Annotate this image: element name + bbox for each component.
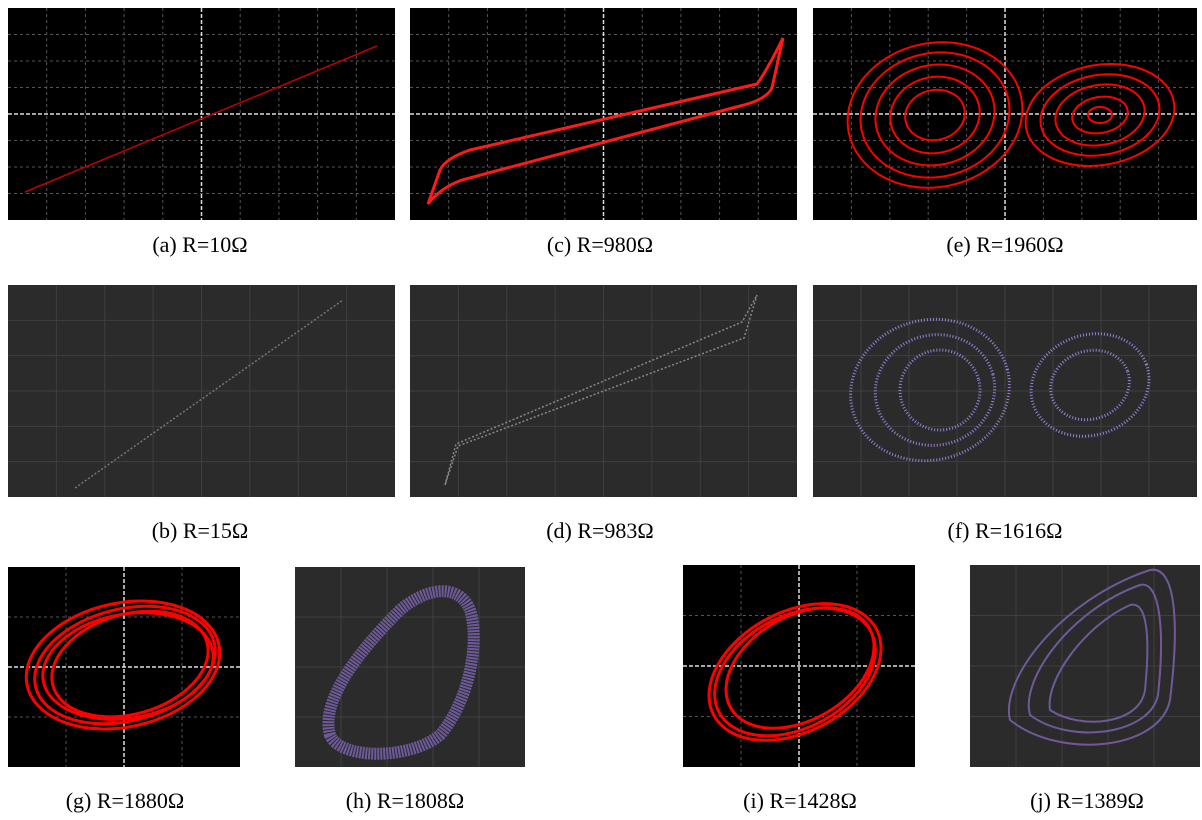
caption: (b) R=15Ω bbox=[152, 518, 249, 543]
caption: (i) R=1428Ω bbox=[743, 788, 857, 813]
caption: (e) R=1960Ω bbox=[946, 232, 1063, 257]
caption: (h) R=1808Ω bbox=[346, 788, 465, 813]
figure: (a) R=10Ω (c) R=980Ω (e) R=1960Ω (b) R=1… bbox=[0, 0, 1202, 820]
caption: (f) R=1616Ω bbox=[948, 518, 1063, 543]
caption: (c) R=980Ω bbox=[547, 232, 653, 257]
caption: (j) R=1389Ω bbox=[1030, 788, 1144, 813]
caption: (d) R=983Ω bbox=[546, 518, 654, 543]
caption: (a) R=10Ω bbox=[152, 232, 247, 257]
caption: (g) R=1880Ω bbox=[66, 788, 185, 813]
